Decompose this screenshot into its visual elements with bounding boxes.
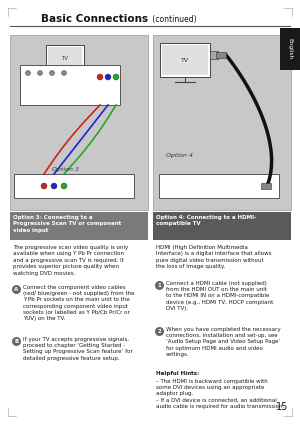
Ellipse shape xyxy=(113,74,119,80)
Text: 15: 15 xyxy=(276,402,288,412)
Bar xyxy=(160,43,210,77)
Text: Option 4: Connecting to a HDMI-
compatible TV: Option 4: Connecting to a HDMI- compatib… xyxy=(156,215,256,226)
Bar xyxy=(280,28,300,70)
Bar xyxy=(162,45,208,75)
Text: A: A xyxy=(14,287,19,292)
Bar xyxy=(20,65,120,105)
Text: TV: TV xyxy=(181,58,189,62)
Text: Basic Connections: Basic Connections xyxy=(41,14,148,24)
Bar xyxy=(159,174,279,198)
Ellipse shape xyxy=(12,285,21,294)
Bar xyxy=(216,52,226,58)
Bar xyxy=(14,174,134,198)
Text: – The HDMI is backward compatible with
some DVI devices using an appropriate
ada: – The HDMI is backward compatible with s… xyxy=(156,379,284,409)
Text: (continued): (continued) xyxy=(150,15,196,24)
Text: 1: 1 xyxy=(158,283,161,288)
Text: Connect a HDMI cable (not supplied)
from the HDMI OUT on the main unit
to the HD: Connect a HDMI cable (not supplied) from… xyxy=(166,281,273,311)
Bar xyxy=(153,35,291,210)
Bar xyxy=(210,51,218,59)
Ellipse shape xyxy=(41,183,47,189)
Text: B: B xyxy=(14,339,19,344)
Text: English: English xyxy=(287,39,292,59)
Ellipse shape xyxy=(97,74,103,80)
Bar xyxy=(10,212,148,240)
Text: Option 3: Option 3 xyxy=(52,167,79,172)
Text: The progressive scan video quality is only
available when using Y Pb Pr connecti: The progressive scan video quality is on… xyxy=(13,245,128,276)
Ellipse shape xyxy=(61,183,67,189)
Ellipse shape xyxy=(38,70,43,75)
Ellipse shape xyxy=(51,183,57,189)
Ellipse shape xyxy=(26,70,31,75)
Bar xyxy=(10,35,148,210)
Bar xyxy=(48,47,82,69)
Text: Option 4: Option 4 xyxy=(167,153,194,158)
Text: 2: 2 xyxy=(158,329,161,334)
Text: HDMI (High Definition Multimedia
Interface) is a digital interface that allows
p: HDMI (High Definition Multimedia Interfa… xyxy=(156,245,272,269)
Text: Helpful Hints:: Helpful Hints: xyxy=(156,371,199,376)
Text: If your TV accepts progressive signals,
proceed to chapter ‘Getting Started -
Se: If your TV accepts progressive signals, … xyxy=(23,337,133,360)
Bar xyxy=(153,212,291,240)
Ellipse shape xyxy=(50,70,55,75)
Ellipse shape xyxy=(155,327,164,336)
Bar xyxy=(261,183,271,189)
Bar xyxy=(46,45,84,71)
Text: When you have completed the necessary
connections, installation and set-up, see
: When you have completed the necessary co… xyxy=(166,327,280,357)
Text: Connect the component video cables
(red/ blue/green - not supplied) from the
Y P: Connect the component video cables (red/… xyxy=(23,285,134,321)
Ellipse shape xyxy=(155,281,164,290)
Ellipse shape xyxy=(12,337,21,346)
Text: Option 3: Connecting to a
Progressive Scan TV or component
video input: Option 3: Connecting to a Progressive Sc… xyxy=(13,215,121,233)
Ellipse shape xyxy=(105,74,111,80)
Ellipse shape xyxy=(61,70,67,75)
Text: TV: TV xyxy=(61,56,68,61)
